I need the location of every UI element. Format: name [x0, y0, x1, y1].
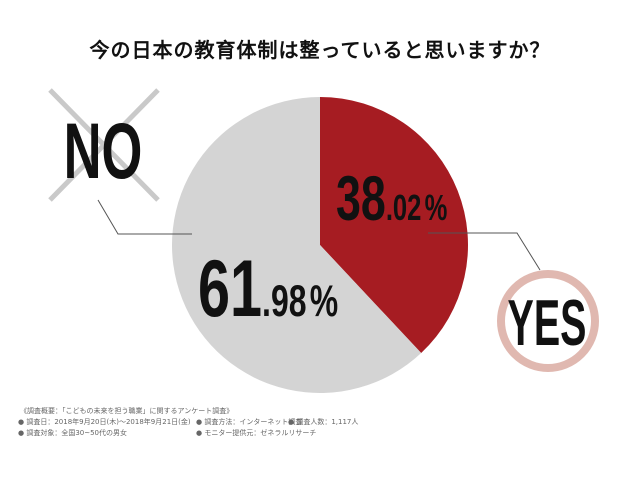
yes-leader-line — [428, 232, 541, 271]
survey-notes: 《調査概要：「こどもの未来を担う職業」に関するアンケート調査》 ● 調査日：20… — [18, 406, 628, 439]
yes-percent-unit: % — [425, 188, 448, 228]
no-percent-int: 61 — [198, 244, 262, 334]
pie-slice-yes — [320, 97, 468, 354]
survey-target: ● 調査対象：全国30~50代の男女 — [18, 429, 128, 437]
no-percent-dec: .98 — [262, 277, 306, 326]
survey-provider: ● モニター提供元：ゼネラルリサーチ — [196, 429, 317, 437]
no-label: NO — [64, 109, 143, 196]
survey-date: ● 調査日：2018年9月20日(木)～2018年9月21日(金) — [18, 418, 191, 426]
chart-title: 今の日本の教育体制は整っていると思いますか？ — [89, 38, 551, 62]
no-cross-mark — [48, 88, 160, 202]
yes-percent-label: 38.02% — [336, 164, 447, 234]
pie-slice-no — [172, 96, 422, 393]
survey-method: ● 調査方法：インターネット調査 — [196, 418, 303, 426]
survey-heading: 《調査概要：「こどもの未来を担う職業」に関するアンケート調査》 — [20, 407, 234, 415]
yes-percent-int: 38 — [336, 164, 386, 234]
yes-badge-circle — [497, 270, 599, 372]
no-percent-label: 61.98% — [198, 244, 338, 334]
survey-count: ● 調査人数：1,117人 — [288, 418, 359, 426]
yes-percent-dec: .02 — [386, 188, 422, 228]
no-percent-unit: % — [310, 277, 338, 326]
no-leader-line — [97, 199, 192, 235]
yes-label: YES — [508, 287, 587, 360]
